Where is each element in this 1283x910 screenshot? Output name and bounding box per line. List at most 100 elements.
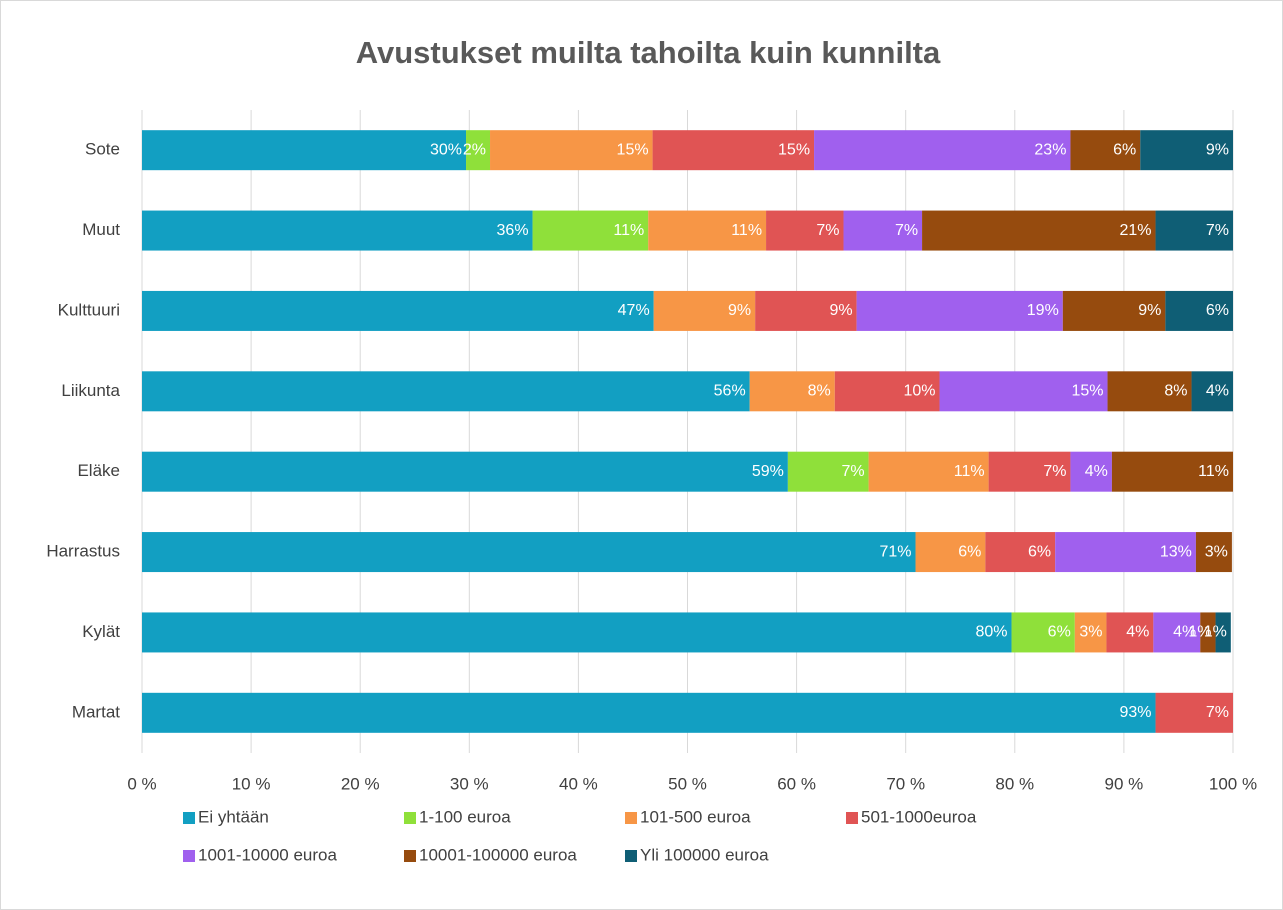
data-label: 6% <box>1113 141 1136 158</box>
bar-segment <box>939 371 1108 412</box>
data-label: 7% <box>816 222 839 239</box>
bar-segment <box>1140 130 1233 171</box>
data-label: 4% <box>1085 463 1108 480</box>
data-label: 13% <box>1160 543 1192 560</box>
x-tick-label: 60 % <box>777 774 816 793</box>
data-label: 4% <box>1206 383 1229 400</box>
x-tick-label: 100 % <box>1209 774 1257 793</box>
bar-segment <box>1070 130 1141 171</box>
legend-label: Ei yhtään <box>198 807 269 826</box>
bar-segment <box>1195 532 1232 573</box>
legend-swatch <box>183 812 195 824</box>
data-label: 4% <box>1173 624 1196 641</box>
legend-label: 10001-100000 euroa <box>419 845 577 864</box>
legend-label: Yli 100000 euroa <box>640 845 769 864</box>
data-label: 36% <box>497 222 529 239</box>
legend-swatch <box>846 812 858 824</box>
x-tick-label: 70 % <box>886 774 925 793</box>
bar-segment <box>856 290 1063 331</box>
chart-title: Avustukset muilta tahoilta kuin kunnilta <box>356 35 941 70</box>
bar-segment <box>834 371 940 412</box>
data-label: 7% <box>841 463 864 480</box>
bar-segment <box>1200 612 1216 653</box>
bar-segment <box>749 371 835 412</box>
y-tick-label: Harrastus <box>46 542 120 561</box>
bar-segment <box>490 130 653 171</box>
y-tick-label: Muut <box>82 220 120 239</box>
bar-segment <box>988 451 1071 492</box>
x-tick-label: 20 % <box>341 774 380 793</box>
bar-segment <box>922 210 1156 251</box>
data-label: 6% <box>1028 543 1051 560</box>
bar-segment <box>915 532 986 573</box>
data-label: 8% <box>1164 383 1187 400</box>
x-tick-label: 30 % <box>450 774 489 793</box>
data-label: 56% <box>714 383 746 400</box>
x-tick-label: 50 % <box>668 774 707 793</box>
bar-segment <box>1155 210 1233 251</box>
bar-segment <box>142 692 1156 733</box>
bar-segment <box>755 290 857 331</box>
data-label: 15% <box>778 141 810 158</box>
bar-segment <box>142 371 750 412</box>
bar-segment <box>1107 371 1192 412</box>
bar-segment <box>985 532 1056 573</box>
data-label: 93% <box>1120 704 1152 721</box>
data-label: 71% <box>879 543 911 560</box>
bar-segment <box>142 290 654 331</box>
data-label: 19% <box>1027 302 1059 319</box>
data-label: 1% <box>1204 624 1227 641</box>
data-label: 11% <box>731 222 762 239</box>
bar-segment <box>532 210 649 251</box>
legend-swatch <box>404 812 416 824</box>
bar-segment <box>142 612 1012 653</box>
data-label: 7% <box>1206 704 1229 721</box>
data-label: 7% <box>1206 222 1229 239</box>
data-label: 2% <box>463 141 486 158</box>
bar-segment <box>1062 290 1166 331</box>
data-label: 6% <box>958 543 981 560</box>
data-label: 15% <box>617 141 649 158</box>
data-label: 47% <box>618 302 650 319</box>
y-tick-label: Sote <box>85 140 120 159</box>
legend-swatch <box>625 850 637 862</box>
bar-segment <box>1106 612 1154 653</box>
bar-segment <box>142 130 467 171</box>
y-tick-label: Liikunta <box>61 381 120 400</box>
bar-segment <box>843 210 923 251</box>
data-label: 7% <box>895 222 918 239</box>
data-label: 11% <box>954 463 985 480</box>
bar-segment <box>1153 612 1201 653</box>
bar-segment <box>653 290 756 331</box>
data-label: 23% <box>1034 141 1066 158</box>
data-label: 9% <box>829 302 852 319</box>
bar-segment <box>142 210 533 251</box>
data-label: 11% <box>1198 463 1229 480</box>
x-tick-label: 80 % <box>995 774 1034 793</box>
bar-segment <box>814 130 1071 171</box>
data-label: 6% <box>1048 624 1071 641</box>
bar-segment <box>1111 451 1233 492</box>
bar-segment <box>1011 612 1075 653</box>
legend-swatch <box>404 850 416 862</box>
bar-segment <box>466 130 491 171</box>
data-label: 21% <box>1120 222 1152 239</box>
y-tick-label: Martat <box>72 702 120 721</box>
x-tick-label: 0 % <box>127 774 156 793</box>
bar-segment <box>1215 612 1231 653</box>
bar-segment <box>1074 612 1107 653</box>
data-label: 8% <box>808 383 831 400</box>
y-tick-label: Eläke <box>77 461 120 480</box>
y-tick-label: Kulttuuri <box>58 300 120 319</box>
bar-segment <box>1055 532 1196 573</box>
bar-segment <box>1155 692 1233 733</box>
legend-swatch <box>183 850 195 862</box>
legend-swatch <box>625 812 637 824</box>
data-label: 7% <box>1043 463 1066 480</box>
bar-segment <box>648 210 767 251</box>
legend-label: 501-1000euroa <box>861 807 977 826</box>
data-label: 11% <box>613 222 644 239</box>
legend-label: 1001-10000 euroa <box>198 845 338 864</box>
data-label: 30% <box>430 141 462 158</box>
